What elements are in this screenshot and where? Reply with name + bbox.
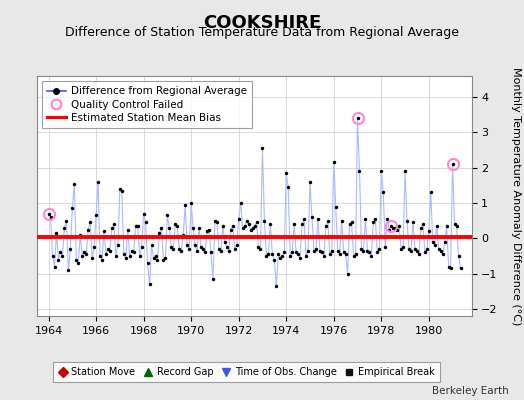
Text: Berkeley Earth: Berkeley Earth [432, 386, 508, 396]
Legend: Station Move, Record Gap, Time of Obs. Change, Empirical Break: Station Move, Record Gap, Time of Obs. C… [53, 362, 440, 382]
Text: Monthly Temperature Anomaly Difference (°C): Monthly Temperature Anomaly Difference (… [511, 67, 521, 325]
Text: Difference of Station Temperature Data from Regional Average: Difference of Station Temperature Data f… [65, 26, 459, 39]
Legend: Difference from Regional Average, Quality Control Failed, Estimated Station Mean: Difference from Regional Average, Qualit… [42, 81, 252, 128]
Text: COOKSHIRE: COOKSHIRE [203, 14, 321, 32]
